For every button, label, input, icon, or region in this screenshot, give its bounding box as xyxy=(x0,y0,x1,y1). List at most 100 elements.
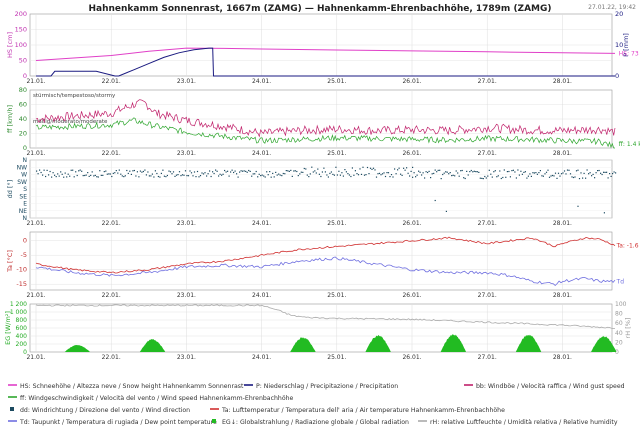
legend-label-ff: ff: Windgeschwindigkeit / Velocità del v… xyxy=(20,394,294,402)
direction-point xyxy=(123,176,125,178)
direction-point xyxy=(455,170,457,172)
direction-point xyxy=(604,171,606,173)
direction-point xyxy=(488,169,490,171)
direction-point xyxy=(178,171,181,173)
direction-point xyxy=(445,210,447,212)
panel-temperature-frame xyxy=(29,231,613,291)
direction-point xyxy=(548,176,551,178)
y-tick-label-left: 200 xyxy=(16,341,28,348)
direction-point xyxy=(314,170,316,172)
direction-point xyxy=(293,170,295,172)
direction-point xyxy=(585,177,587,179)
hs-value-label: HS: 73 cm xyxy=(619,50,640,57)
direction-point xyxy=(494,170,496,172)
direction-point xyxy=(82,175,84,177)
y-axis-label-left: HS [cm] xyxy=(6,32,14,58)
x-tick-label: 25.01. xyxy=(327,150,346,157)
direction-point xyxy=(263,175,265,177)
direction-tick-label: NE xyxy=(19,208,27,215)
direction-point xyxy=(595,172,597,174)
x-tick-label: 22.01. xyxy=(102,354,121,361)
direction-point xyxy=(586,169,588,171)
direction-point xyxy=(240,170,242,172)
y-tick-label-left: 400 xyxy=(16,333,28,340)
y-tick-label-right: 0 xyxy=(615,349,619,356)
direction-point xyxy=(218,175,220,177)
direction-point xyxy=(231,169,233,171)
y-tick-label-left: 800 xyxy=(16,317,28,324)
direction-point xyxy=(180,175,182,177)
y-axis-label: Ta [°C] xyxy=(6,250,14,273)
direction-point xyxy=(354,170,356,172)
direction-point xyxy=(326,174,328,176)
direction-point xyxy=(383,172,385,174)
direction-point xyxy=(360,173,363,175)
direction-point xyxy=(406,167,408,169)
direction-point xyxy=(121,175,123,177)
direction-point xyxy=(222,173,224,175)
x-tick-label: 22.01. xyxy=(102,292,121,299)
direction-point xyxy=(372,167,375,169)
direction-tick-label: N xyxy=(23,215,28,222)
direction-point xyxy=(236,173,238,175)
direction-point xyxy=(601,173,603,176)
direction-point xyxy=(153,176,155,178)
x-tick-label: 26.01. xyxy=(402,220,421,227)
direction-point xyxy=(518,174,520,176)
direction-point xyxy=(270,176,272,178)
direction-point xyxy=(394,168,396,170)
direction-point xyxy=(400,173,402,175)
direction-point xyxy=(347,173,349,175)
direction-point xyxy=(381,173,384,175)
x-tick-label: 26.01. xyxy=(402,354,421,361)
direction-point xyxy=(242,170,244,172)
direction-point xyxy=(245,170,247,172)
direction-point xyxy=(46,169,48,171)
direction-point xyxy=(151,173,153,175)
direction-point xyxy=(154,170,156,172)
direction-point xyxy=(472,171,474,173)
direction-point xyxy=(493,171,495,173)
direction-point xyxy=(569,173,572,175)
direction-point xyxy=(470,169,472,172)
direction-point xyxy=(464,177,466,180)
direction-point xyxy=(412,176,414,178)
y-tick-label-left: 0 xyxy=(23,349,27,356)
direction-point xyxy=(275,171,277,173)
direction-point xyxy=(350,175,352,178)
direction-point xyxy=(52,172,54,174)
direction-point xyxy=(102,174,104,176)
direction-point xyxy=(215,169,217,171)
direction-point xyxy=(302,171,304,173)
direction-point xyxy=(141,171,143,173)
direction-point xyxy=(505,176,507,178)
direction-point xyxy=(261,174,263,176)
direction-point xyxy=(351,167,353,169)
direction-point xyxy=(348,174,350,176)
direction-point xyxy=(427,171,429,174)
direction-point xyxy=(612,173,614,175)
direction-point xyxy=(536,173,538,175)
direction-point xyxy=(111,175,113,178)
direction-point xyxy=(294,170,296,172)
y-tick-label-left: 1 200 xyxy=(10,301,27,308)
direction-point xyxy=(299,173,301,175)
direction-point xyxy=(511,170,513,172)
direction-tick-label: N xyxy=(23,157,28,164)
direction-point xyxy=(287,170,289,172)
direction-point xyxy=(252,173,254,175)
direction-point xyxy=(362,166,364,168)
direction-point xyxy=(469,171,471,173)
direction-point xyxy=(563,170,566,172)
direction-point xyxy=(357,174,360,176)
direction-point xyxy=(434,169,436,171)
radiation-area xyxy=(290,337,316,352)
direction-point xyxy=(446,171,448,173)
direction-point xyxy=(487,175,489,177)
direction-point xyxy=(288,170,290,172)
direction-point xyxy=(129,170,131,172)
direction-point xyxy=(228,175,230,177)
direction-point xyxy=(278,173,280,175)
direction-point xyxy=(368,173,370,175)
direction-point xyxy=(55,176,57,178)
